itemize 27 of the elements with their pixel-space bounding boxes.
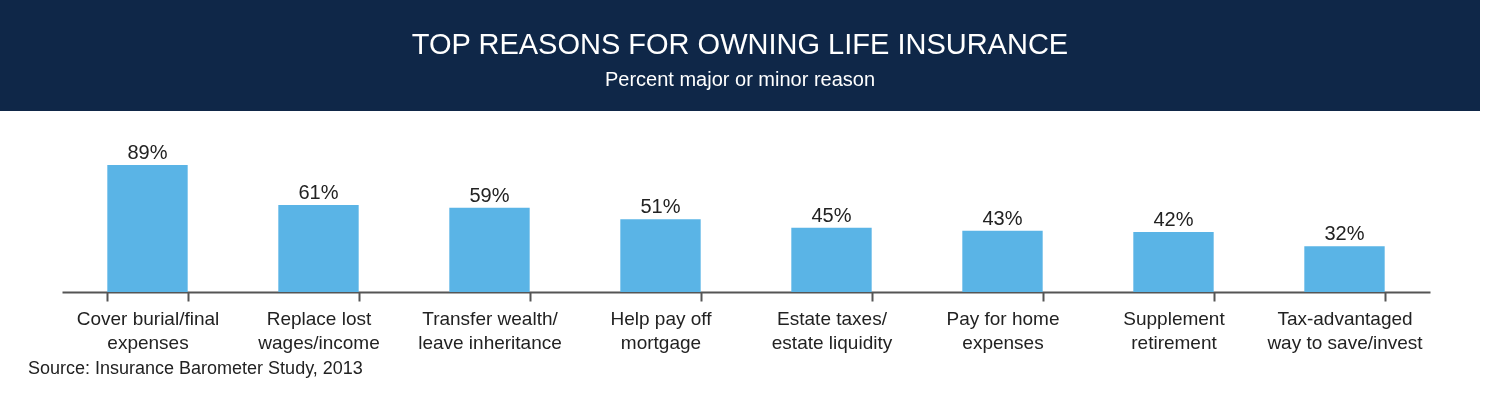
x-tick-label: Pay for home expenses [946,307,1060,353]
x-tick-label: Estate taxes/ estate liquidity [771,307,893,353]
bar [278,204,359,292]
x-tick-label: Supplement retirement [1123,307,1226,353]
data-label: 59% [469,183,510,206]
data-label: 61% [298,180,339,203]
bar [620,219,701,292]
chart-title: TOP REASONS FOR OWNING LIFE INSURANCE [411,28,1069,60]
data-label: 42% [1153,208,1194,231]
x-tick-label: Help pay off mortgage [610,307,713,353]
bar [1304,246,1385,292]
bar [791,227,872,292]
data-label: 89% [127,141,168,163]
bar [449,207,530,292]
bar [1133,232,1214,292]
x-tick-label: Replace lost wages/income [257,307,380,353]
x-tick-label: Transfer wealth/ leave inheritance [418,307,562,353]
data-label: 32% [1324,222,1365,245]
chart-subtitle: Percent major or minor reason [604,68,876,90]
source-note: Source: Insurance Barometer Study, 2013 [28,358,363,378]
data-label: 43% [982,206,1023,229]
bar [107,165,188,292]
x-tick-label: Tax-advantaged way to save/invest [1266,307,1424,353]
x-tick-label: Cover burial/final expenses [76,307,220,353]
bar [962,230,1043,292]
data-label: 51% [640,195,681,218]
data-label: 45% [811,203,852,226]
